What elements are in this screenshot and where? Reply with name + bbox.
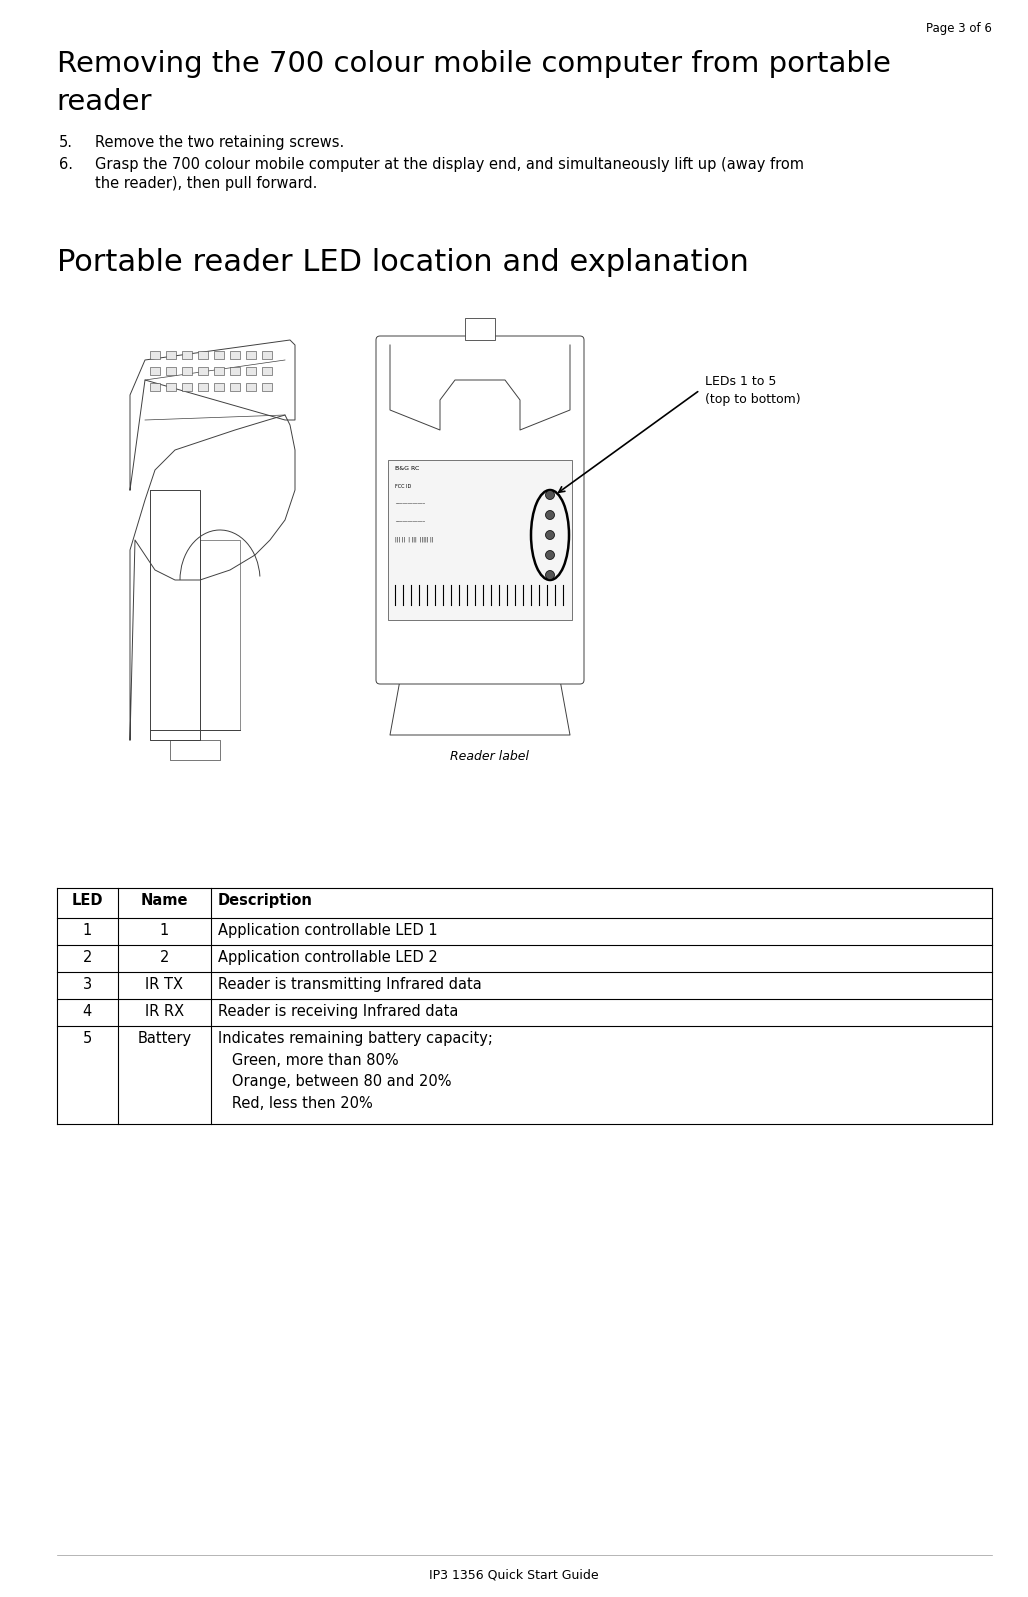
Circle shape: [546, 551, 554, 559]
Text: Battery: Battery: [138, 1032, 191, 1046]
Bar: [246, 383, 256, 391]
Text: 3: 3: [83, 977, 91, 992]
Bar: [214, 383, 224, 391]
Text: Name: Name: [141, 893, 188, 909]
Text: Page 3 of 6: Page 3 of 6: [926, 22, 992, 35]
Bar: [262, 383, 272, 391]
Circle shape: [546, 570, 554, 580]
Text: Application controllable LED 2: Application controllable LED 2: [218, 950, 438, 965]
Text: 2: 2: [82, 950, 93, 965]
Bar: [166, 367, 176, 375]
Bar: [465, 318, 495, 340]
FancyBboxPatch shape: [376, 335, 584, 684]
Bar: [182, 351, 192, 359]
Text: 5.: 5.: [59, 136, 73, 150]
Text: IR RX: IR RX: [145, 1005, 184, 1019]
Text: 4: 4: [83, 1005, 91, 1019]
Text: Grasp the 700 colour mobile computer at the display end, and simultaneously lift: Grasp the 700 colour mobile computer at …: [95, 157, 804, 172]
Bar: [388, 460, 572, 620]
Text: 5: 5: [83, 1032, 91, 1046]
Bar: [262, 367, 272, 375]
Bar: [214, 367, 224, 375]
Text: ||| ||  | |||  ||||| ||: ||| || | ||| ||||| ||: [395, 537, 434, 541]
Bar: [262, 351, 272, 359]
Text: the reader), then pull forward.: the reader), then pull forward.: [95, 176, 317, 192]
Text: Remove the two retaining screws.: Remove the two retaining screws.: [95, 136, 343, 150]
Text: (top to bottom): (top to bottom): [705, 393, 801, 406]
Text: 1: 1: [83, 923, 91, 937]
Bar: [198, 351, 208, 359]
Text: IP3 1356 Quick Start Guide: IP3 1356 Quick Start Guide: [429, 1568, 599, 1581]
Bar: [150, 367, 160, 375]
Bar: [214, 351, 224, 359]
Text: 1: 1: [160, 923, 169, 937]
Bar: [230, 383, 240, 391]
Circle shape: [546, 490, 554, 500]
Bar: [198, 367, 208, 375]
Bar: [198, 383, 208, 391]
Text: 2: 2: [159, 950, 170, 965]
Text: Indicates remaining battery capacity;
   Green, more than 80%
   Orange, between: Indicates remaining battery capacity; Gr…: [218, 1032, 492, 1112]
Text: LEDs 1 to 5: LEDs 1 to 5: [705, 375, 776, 388]
Bar: [230, 351, 240, 359]
Bar: [246, 367, 256, 375]
Text: reader: reader: [57, 88, 152, 117]
Bar: [166, 351, 176, 359]
Text: LED: LED: [72, 893, 103, 909]
Circle shape: [546, 511, 554, 519]
Text: Reader label: Reader label: [450, 751, 529, 763]
Text: ____________: ____________: [395, 498, 425, 503]
Circle shape: [546, 530, 554, 540]
Text: 6.: 6.: [59, 157, 73, 172]
Text: Removing the 700 colour mobile computer from portable: Removing the 700 colour mobile computer …: [57, 50, 890, 78]
Bar: [182, 367, 192, 375]
Text: IR TX: IR TX: [146, 977, 183, 992]
Bar: [166, 383, 176, 391]
Text: ____________: ____________: [395, 517, 425, 522]
Bar: [150, 351, 160, 359]
Text: Reader is receiving Infrared data: Reader is receiving Infrared data: [218, 1005, 458, 1019]
Bar: [150, 383, 160, 391]
Text: Description: Description: [218, 893, 313, 909]
Bar: [246, 351, 256, 359]
Text: Portable reader LED location and explanation: Portable reader LED location and explana…: [57, 248, 748, 276]
Text: Reader is transmitting Infrared data: Reader is transmitting Infrared data: [218, 977, 481, 992]
Text: B&G RC: B&G RC: [395, 466, 419, 471]
Bar: [230, 367, 240, 375]
Text: FCC ID: FCC ID: [395, 484, 411, 489]
Bar: [182, 383, 192, 391]
Text: Application controllable LED 1: Application controllable LED 1: [218, 923, 437, 937]
